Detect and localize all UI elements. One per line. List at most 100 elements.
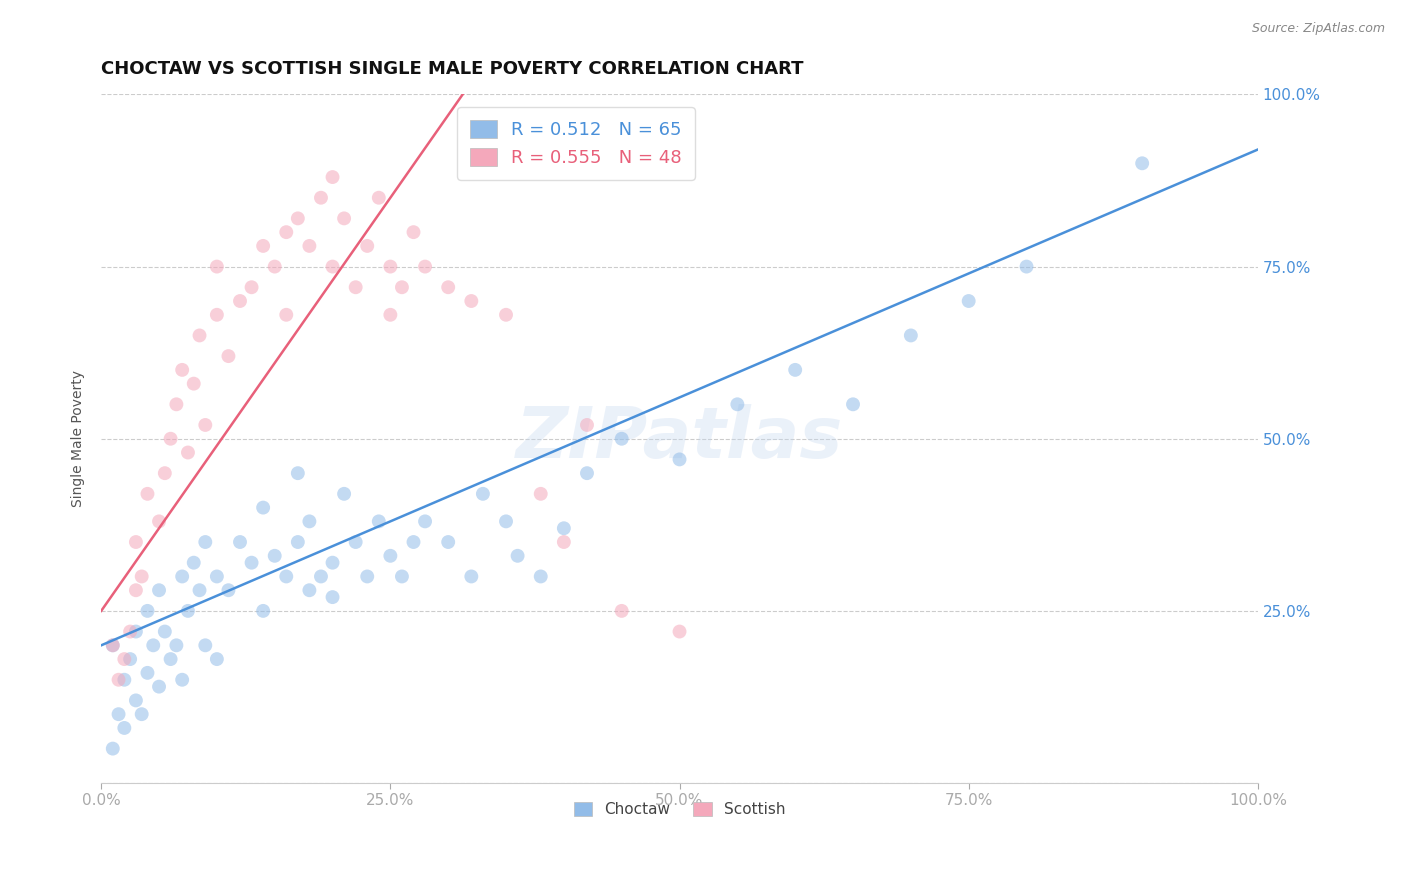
Point: [1015, 260, 1038, 274]
Point: [344, 535, 367, 549]
Point: [252, 239, 274, 253]
Point: [322, 556, 344, 570]
Point: [322, 260, 344, 274]
Point: [194, 535, 217, 549]
Point: [298, 514, 321, 528]
Point: [460, 569, 482, 583]
Point: [785, 363, 807, 377]
Point: [148, 514, 170, 528]
Point: [125, 624, 148, 639]
Point: [177, 604, 200, 618]
Point: [575, 466, 598, 480]
Point: [205, 308, 228, 322]
Point: [142, 638, 165, 652]
Point: [367, 514, 389, 528]
Point: [240, 280, 263, 294]
Point: [165, 397, 187, 411]
Point: [287, 211, 309, 226]
Point: [437, 535, 460, 549]
Point: [112, 652, 135, 666]
Point: [229, 535, 252, 549]
Point: [165, 638, 187, 652]
Point: [112, 721, 135, 735]
Point: [177, 445, 200, 459]
Point: [276, 569, 298, 583]
Point: [136, 487, 159, 501]
Point: [553, 535, 575, 549]
Point: [153, 624, 176, 639]
Point: [287, 535, 309, 549]
Point: [575, 417, 598, 432]
Point: [276, 308, 298, 322]
Point: [957, 293, 980, 308]
Point: [125, 583, 148, 598]
Point: [322, 170, 344, 185]
Point: [125, 535, 148, 549]
Point: [101, 741, 124, 756]
Point: [120, 652, 142, 666]
Point: [842, 397, 865, 411]
Point: [380, 549, 402, 563]
Point: [460, 293, 482, 308]
Point: [101, 638, 124, 652]
Point: [298, 239, 321, 253]
Point: [229, 293, 252, 308]
Point: [252, 604, 274, 618]
Legend: Choctaw, Scottish: Choctaw, Scottish: [568, 797, 792, 823]
Point: [413, 260, 436, 274]
Point: [900, 328, 922, 343]
Point: [263, 549, 285, 563]
Point: [356, 239, 378, 253]
Point: [506, 549, 529, 563]
Point: [205, 569, 228, 583]
Point: [1130, 156, 1153, 170]
Point: [668, 624, 690, 639]
Point: [437, 280, 460, 294]
Point: [610, 432, 633, 446]
Point: [194, 417, 217, 432]
Point: [188, 583, 211, 598]
Point: [153, 466, 176, 480]
Point: [148, 583, 170, 598]
Point: [367, 191, 389, 205]
Point: [188, 328, 211, 343]
Point: [668, 452, 690, 467]
Point: [148, 680, 170, 694]
Text: CHOCTAW VS SCOTTISH SINGLE MALE POVERTY CORRELATION CHART: CHOCTAW VS SCOTTISH SINGLE MALE POVERTY …: [101, 60, 804, 78]
Point: [309, 191, 332, 205]
Point: [530, 569, 553, 583]
Point: [391, 569, 413, 583]
Point: [333, 487, 356, 501]
Point: [240, 556, 263, 570]
Point: [252, 500, 274, 515]
Point: [287, 466, 309, 480]
Point: [344, 280, 367, 294]
Point: [136, 665, 159, 680]
Point: [413, 514, 436, 528]
Point: [107, 673, 129, 687]
Point: [107, 707, 129, 722]
Point: [530, 487, 553, 501]
Point: [172, 569, 194, 583]
Point: [333, 211, 356, 226]
Text: Source: ZipAtlas.com: Source: ZipAtlas.com: [1251, 22, 1385, 36]
Point: [217, 583, 239, 598]
Point: [101, 638, 124, 652]
Text: ZIPatlas: ZIPatlas: [516, 404, 844, 474]
Point: [159, 652, 181, 666]
Point: [194, 638, 217, 652]
Point: [183, 556, 205, 570]
Point: [553, 521, 575, 535]
Point: [298, 583, 321, 598]
Point: [131, 569, 153, 583]
Point: [112, 673, 135, 687]
Point: [471, 487, 494, 501]
Point: [380, 260, 402, 274]
Point: [391, 280, 413, 294]
Point: [263, 260, 285, 274]
Point: [322, 590, 344, 604]
Point: [495, 308, 517, 322]
Point: [725, 397, 748, 411]
Point: [159, 432, 181, 446]
Point: [125, 693, 148, 707]
